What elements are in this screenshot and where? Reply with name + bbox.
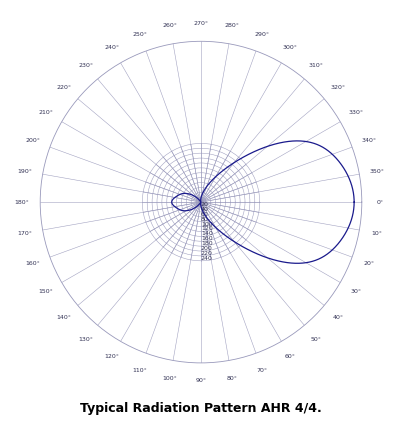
Text: Typical Radiation Pattern AHR 4/4.: Typical Radiation Pattern AHR 4/4. <box>80 402 321 415</box>
